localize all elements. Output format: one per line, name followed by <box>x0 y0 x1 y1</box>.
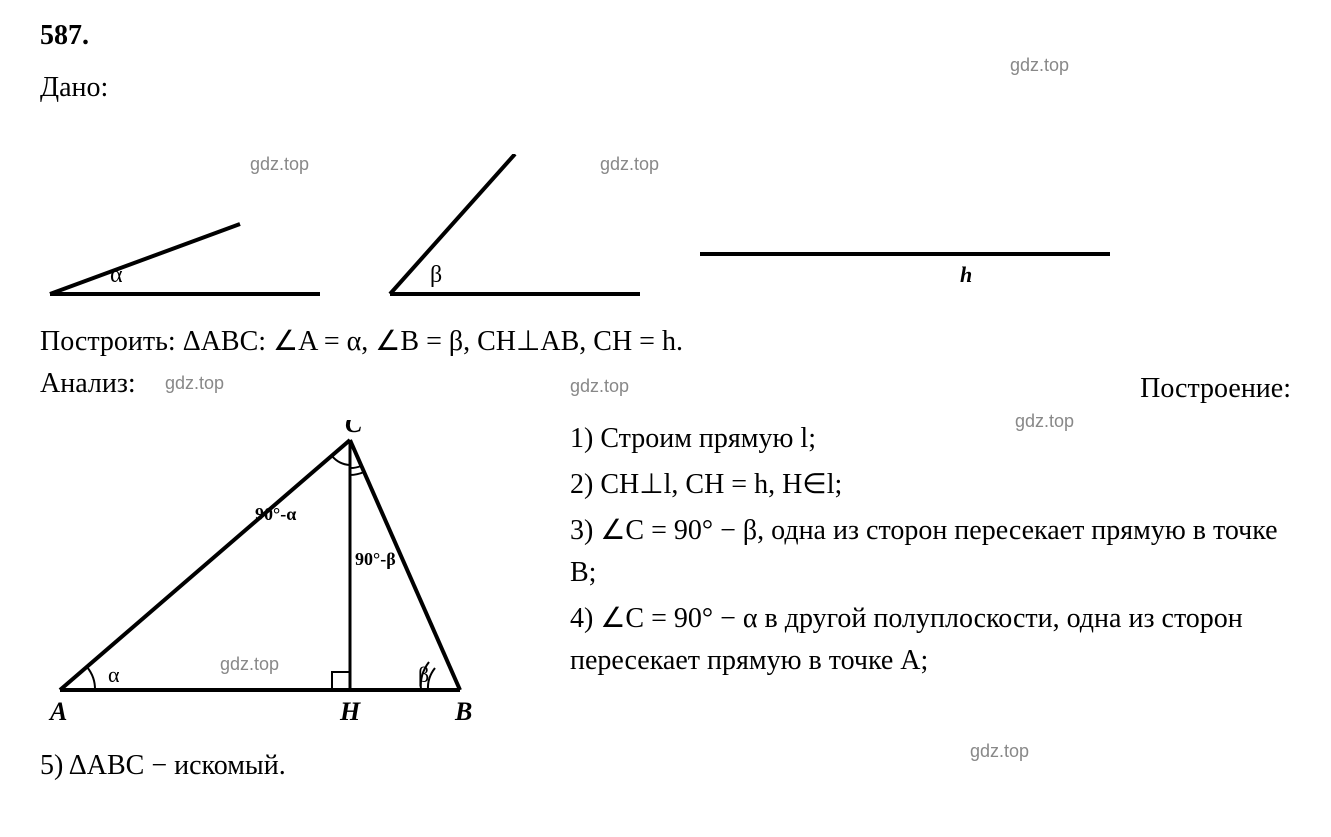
watermark: gdz.top <box>600 154 659 175</box>
angle-90-alpha-label: 90°-α <box>255 504 296 524</box>
vertex-a-label: A <box>48 697 67 726</box>
watermark: gdz.top <box>250 154 309 175</box>
angle-beta-label: β <box>418 662 429 687</box>
watermark: gdz.top <box>570 373 629 400</box>
h-label: h <box>960 262 972 287</box>
final-statement: 5) ΔABC − искомый. <box>40 750 1291 782</box>
step-1: 1) Строим прямую l; <box>570 418 1291 460</box>
vertex-c-label: C <box>345 420 363 438</box>
construction-steps: gdz.top Построение: gdz.top 1) Строим пр… <box>570 368 1291 735</box>
angle-90-beta-label: 90°-β <box>355 549 396 569</box>
watermark: gdz.top <box>220 654 279 674</box>
beta-label: β <box>430 262 442 288</box>
construction-label: Построение: <box>570 368 1291 410</box>
alpha-label: α <box>110 262 123 288</box>
watermark: gdz.top <box>1010 55 1069 76</box>
build-statement: Построить: ΔABC: ∠A = α, ∠B = β, CH⊥AB, … <box>40 324 1291 358</box>
problem-number: 587. <box>40 20 1291 52</box>
givens-row: gdz.top gdz.top α β h <box>40 134 1291 314</box>
watermark: gdz.top <box>165 373 224 394</box>
analysis-left: Анализ: gdz.top <box>40 368 540 735</box>
given-label: Дано: <box>40 72 1291 104</box>
step-2: 2) CH⊥l, CH = h, H∈l; <box>570 464 1291 506</box>
triangle-figure: A B C H α β 90°-α 90°-β gdz.top <box>40 420 540 735</box>
vertex-h-label: H <box>339 697 361 726</box>
document-container: 587. gdz.top Дано: gdz.top gdz.top α β h… <box>40 20 1291 782</box>
step-3: 3) ∠C = 90° − β, одна из сторон пересека… <box>570 510 1291 594</box>
watermark: gdz.top <box>970 738 1029 765</box>
analysis-label: Анализ: <box>40 368 540 400</box>
angle-alpha-figure: α <box>40 154 340 314</box>
step-4: 4) ∠C = 90° − α в другой полуплоскости, … <box>570 598 1291 682</box>
watermark: gdz.top <box>1015 408 1074 435</box>
segment-h-figure: h <box>700 154 1120 314</box>
angle-alpha-label: α <box>108 662 120 687</box>
analysis-row: Анализ: gdz.top <box>40 368 1291 735</box>
vertex-b-label: B <box>454 697 472 726</box>
angle-beta-figure: β <box>380 154 660 314</box>
